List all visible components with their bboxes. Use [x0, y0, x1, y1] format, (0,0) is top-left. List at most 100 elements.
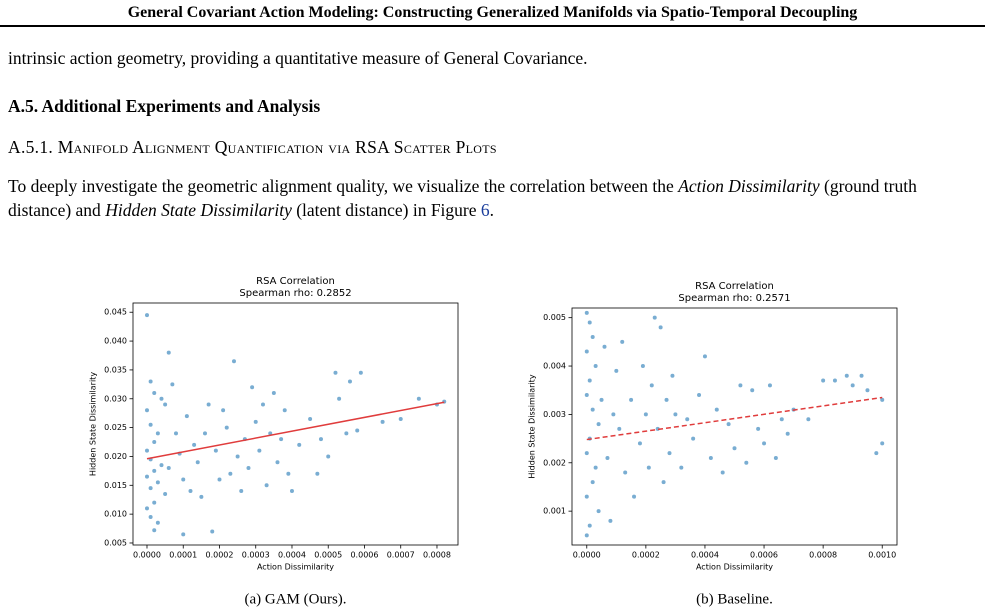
y-tick-label: 0.001	[543, 507, 566, 516]
point	[602, 344, 607, 349]
point	[773, 455, 778, 460]
y-tick-label: 0.045	[104, 308, 127, 317]
point	[587, 523, 592, 528]
point	[714, 407, 719, 412]
point	[590, 480, 595, 485]
point	[279, 437, 284, 442]
point	[264, 483, 269, 488]
point	[206, 402, 211, 407]
point	[587, 320, 592, 325]
point	[326, 454, 331, 459]
point	[210, 529, 215, 534]
point	[184, 414, 189, 419]
point	[152, 528, 157, 533]
point	[584, 451, 589, 456]
point	[148, 486, 153, 491]
point	[166, 350, 171, 355]
point	[779, 417, 784, 422]
point	[231, 359, 236, 364]
y-tick-label: 0.035	[104, 365, 127, 374]
x-tick-label: 0.0008	[423, 551, 451, 560]
point	[584, 310, 589, 315]
point	[874, 451, 879, 456]
point	[590, 335, 595, 340]
point	[253, 419, 258, 424]
point	[282, 408, 287, 413]
point	[596, 509, 601, 514]
point	[275, 460, 280, 465]
point	[632, 494, 637, 499]
point	[155, 520, 160, 525]
text: To deeply investigate the geometric alig…	[8, 176, 679, 196]
point	[767, 383, 772, 388]
point	[144, 448, 149, 453]
point	[637, 441, 642, 446]
y-tick-label: 0.030	[104, 394, 127, 403]
point	[620, 339, 625, 344]
x-tick-label: 0.0006	[350, 551, 378, 560]
point	[697, 393, 702, 398]
point	[224, 425, 229, 430]
point	[584, 533, 589, 538]
point	[148, 515, 153, 520]
point	[166, 465, 171, 470]
point	[640, 364, 645, 369]
x-tick-label: 0.0000	[133, 551, 161, 560]
point	[617, 426, 622, 431]
point	[144, 313, 149, 318]
running-header: General Covariant Action Modeling: Const…	[127, 4, 858, 21]
point	[152, 440, 157, 445]
point	[286, 471, 291, 476]
point	[832, 378, 837, 383]
point	[163, 402, 168, 407]
point	[756, 426, 761, 431]
chart-subtitle: Spearman rho: 0.2571	[678, 293, 790, 304]
point	[587, 378, 592, 383]
point	[593, 465, 598, 470]
x-tick-label: 0.0002	[205, 551, 233, 560]
point	[629, 397, 634, 402]
subsection-heading: A.5.1. Manifold Alignment Quantification…	[8, 137, 497, 157]
plot-frame	[571, 307, 898, 546]
point	[188, 489, 193, 494]
point	[649, 383, 654, 388]
point	[380, 419, 385, 424]
point	[670, 373, 675, 378]
figure-link[interactable]: 6	[480, 200, 490, 220]
point	[850, 383, 855, 388]
x-tick-label: 0.0010	[868, 551, 896, 560]
x-tick-label: 0.0007	[387, 551, 415, 560]
point	[664, 397, 669, 402]
point	[720, 470, 725, 475]
point	[195, 460, 200, 465]
point	[785, 431, 790, 436]
point	[596, 422, 601, 427]
point	[691, 436, 696, 441]
point	[289, 489, 294, 494]
point	[217, 477, 222, 482]
point	[144, 474, 149, 479]
point	[337, 396, 342, 401]
point	[344, 431, 349, 436]
header-rule	[0, 25, 985, 27]
point	[652, 315, 657, 320]
point	[679, 465, 684, 470]
text: (ground truth distance) and	[8, 176, 917, 220]
x-tick-label: 0.0003	[242, 551, 270, 560]
point	[599, 397, 604, 402]
point	[308, 416, 313, 421]
point	[880, 397, 885, 402]
point	[355, 428, 360, 433]
point	[333, 370, 338, 375]
point	[271, 390, 276, 395]
point	[347, 379, 352, 384]
point	[202, 431, 207, 436]
y-tick-label: 0.020	[104, 452, 127, 461]
text: (latent distance) in Figure	[291, 200, 481, 220]
point	[199, 494, 204, 499]
point	[643, 412, 648, 417]
chart-subtitle: Spearman rho: 0.2852	[239, 288, 351, 299]
chart-title: RSA Correlation	[256, 276, 335, 287]
point	[661, 480, 666, 485]
